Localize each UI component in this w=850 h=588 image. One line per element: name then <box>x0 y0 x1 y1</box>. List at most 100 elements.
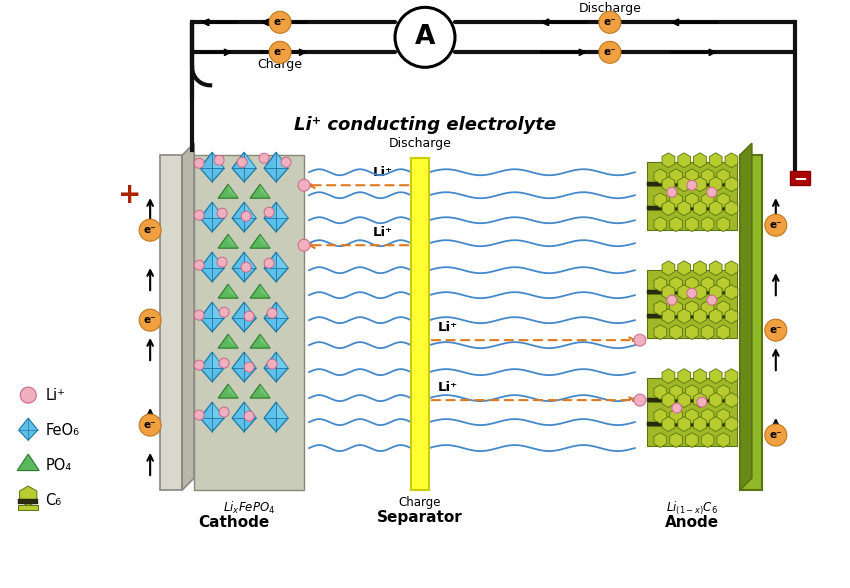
Polygon shape <box>725 309 738 323</box>
Polygon shape <box>654 169 666 183</box>
Text: Li⁺: Li⁺ <box>45 387 65 403</box>
Polygon shape <box>717 217 729 232</box>
Text: Charge: Charge <box>399 496 441 509</box>
Bar <box>647 182 737 186</box>
Polygon shape <box>709 177 722 192</box>
Polygon shape <box>228 234 238 248</box>
Polygon shape <box>677 261 690 276</box>
Text: e⁻: e⁻ <box>769 430 782 440</box>
Polygon shape <box>276 352 288 368</box>
Polygon shape <box>212 402 224 418</box>
Polygon shape <box>264 152 288 182</box>
Polygon shape <box>232 252 256 282</box>
Circle shape <box>241 211 251 221</box>
Polygon shape <box>709 369 722 383</box>
Circle shape <box>139 219 162 241</box>
Polygon shape <box>717 433 729 447</box>
Polygon shape <box>670 433 683 447</box>
Polygon shape <box>694 285 706 299</box>
Circle shape <box>395 7 455 67</box>
Circle shape <box>672 403 682 413</box>
Polygon shape <box>694 369 706 383</box>
Polygon shape <box>276 252 288 268</box>
Polygon shape <box>670 193 683 208</box>
Polygon shape <box>228 334 238 348</box>
Polygon shape <box>662 153 675 168</box>
Polygon shape <box>200 302 224 332</box>
Polygon shape <box>725 177 738 192</box>
Polygon shape <box>677 309 690 323</box>
Polygon shape <box>694 261 706 276</box>
Polygon shape <box>694 177 706 192</box>
Polygon shape <box>662 309 675 323</box>
Polygon shape <box>717 169 729 183</box>
Polygon shape <box>701 385 714 399</box>
Polygon shape <box>662 285 675 299</box>
Polygon shape <box>260 334 270 348</box>
Polygon shape <box>677 201 690 216</box>
Bar <box>18 499 38 504</box>
Polygon shape <box>725 285 738 299</box>
Circle shape <box>667 187 677 197</box>
Circle shape <box>214 155 224 165</box>
Polygon shape <box>662 177 675 192</box>
Circle shape <box>267 359 277 369</box>
Polygon shape <box>244 152 256 168</box>
Polygon shape <box>694 417 706 432</box>
Polygon shape <box>264 352 288 382</box>
Polygon shape <box>694 153 706 168</box>
Circle shape <box>707 187 717 197</box>
Bar <box>647 270 737 290</box>
Circle shape <box>217 257 227 267</box>
Polygon shape <box>218 184 238 198</box>
Polygon shape <box>260 234 270 248</box>
Polygon shape <box>654 433 666 447</box>
Polygon shape <box>717 409 729 423</box>
Polygon shape <box>670 325 683 339</box>
Polygon shape <box>709 309 722 323</box>
Bar <box>647 422 737 426</box>
Circle shape <box>194 310 204 320</box>
Circle shape <box>298 239 310 251</box>
Polygon shape <box>654 277 666 292</box>
Polygon shape <box>250 384 270 398</box>
Polygon shape <box>654 325 666 339</box>
Bar <box>647 186 737 206</box>
Polygon shape <box>260 284 270 298</box>
Circle shape <box>267 308 277 318</box>
Polygon shape <box>264 402 288 432</box>
Text: +: + <box>118 181 142 209</box>
Bar <box>160 155 182 490</box>
Polygon shape <box>709 285 722 299</box>
Polygon shape <box>244 252 256 268</box>
Polygon shape <box>709 417 722 432</box>
Polygon shape <box>244 202 256 218</box>
Text: Separator: Separator <box>377 510 463 525</box>
Polygon shape <box>677 285 690 299</box>
Polygon shape <box>654 409 666 423</box>
Text: Li⁺: Li⁺ <box>373 166 393 179</box>
Circle shape <box>139 414 162 436</box>
Text: Li$_x$FePO$_4$: Li$_x$FePO$_4$ <box>223 500 275 516</box>
Polygon shape <box>662 261 675 276</box>
Polygon shape <box>685 193 698 208</box>
Circle shape <box>281 157 291 167</box>
Bar <box>647 426 737 446</box>
Polygon shape <box>701 301 714 316</box>
Text: e⁻: e⁻ <box>769 220 782 230</box>
Polygon shape <box>677 153 690 168</box>
Text: e⁻: e⁻ <box>604 17 616 27</box>
Polygon shape <box>218 334 238 348</box>
Polygon shape <box>701 433 714 447</box>
Polygon shape <box>717 193 729 208</box>
Circle shape <box>194 211 204 220</box>
Polygon shape <box>662 417 675 432</box>
Circle shape <box>194 360 204 370</box>
Polygon shape <box>244 402 256 418</box>
Bar <box>411 158 429 490</box>
Polygon shape <box>212 352 224 368</box>
Polygon shape <box>685 217 698 232</box>
Text: Li⁺: Li⁺ <box>438 320 458 333</box>
Polygon shape <box>685 433 698 447</box>
Polygon shape <box>717 301 729 316</box>
